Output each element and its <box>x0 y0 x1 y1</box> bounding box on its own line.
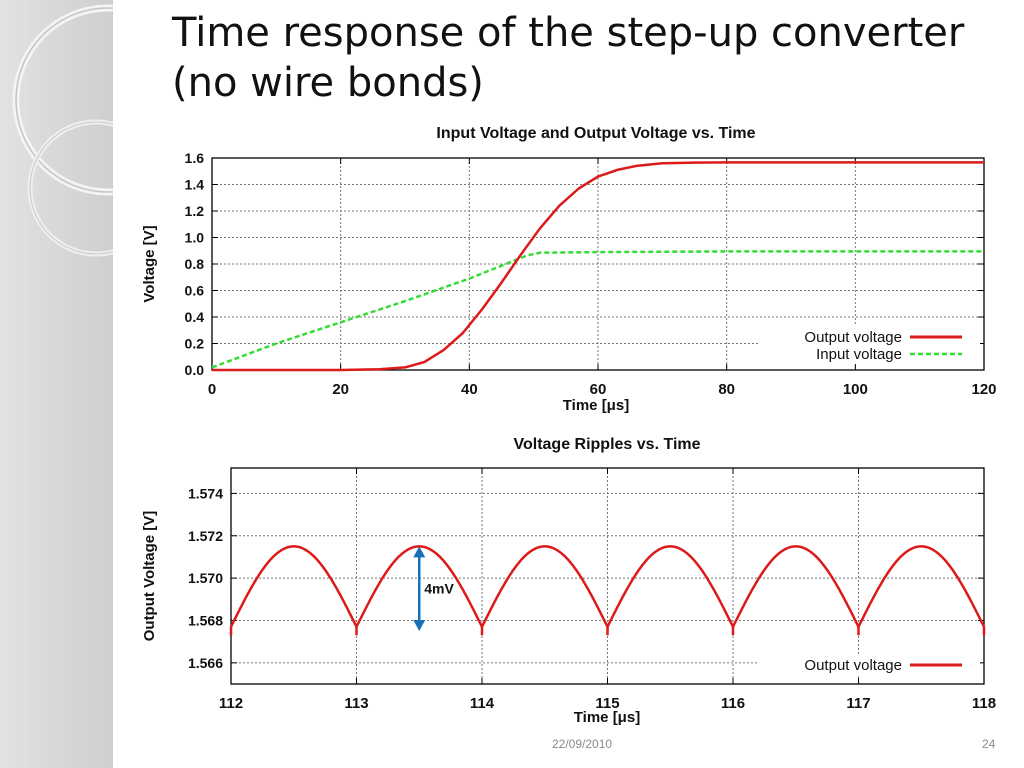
chart2-y-tick-labels: 1.566 1.568 1.570 1.572 1.574 <box>188 485 223 670</box>
c2-x-tick-label: 118 <box>972 695 996 712</box>
c1-y-tick-label: 1.0 <box>185 230 205 246</box>
legend-output-voltage-label: Output voltage <box>804 329 902 346</box>
chart1-x-axis-label: Time [μs] <box>563 397 629 414</box>
c1-x-tick-label: 40 <box>461 381 478 398</box>
chart1-legend-box <box>758 326 980 364</box>
c1-x-tick-label: 80 <box>718 381 735 398</box>
c2-y-tick-label: 1.570 <box>188 570 223 586</box>
c2-y-tick-label: 1.566 <box>188 655 223 671</box>
chart-input-output-voltage: Input Voltage and Output Voltage vs. Tim… <box>141 125 997 414</box>
c1-x-tick-label: 0 <box>208 381 216 398</box>
c1-x-tick-label: 60 <box>590 381 607 398</box>
c2-y-tick-label: 1.574 <box>188 485 223 501</box>
footer-date: 22/09/2010 <box>552 737 613 751</box>
chart1-y-axis-label: Voltage [V] <box>141 225 158 302</box>
decorative-circles <box>12 4 113 257</box>
c2-x-tick-label: 115 <box>595 695 619 712</box>
chart2-legend-box <box>758 654 980 676</box>
c1-y-tick-label: 1.2 <box>185 203 205 219</box>
c2-y-tick-label: 1.572 <box>188 528 223 544</box>
c2-x-tick-label: 112 <box>219 695 243 712</box>
c1-y-tick-label: 1.6 <box>185 150 205 166</box>
chart1-title: Input Voltage and Output Voltage vs. Tim… <box>436 125 755 142</box>
chart1-y-tick-labels: 0.0 0.2 0.4 0.6 0.8 1.0 1.2 1.4 1.6 <box>185 150 205 378</box>
c1-x-tick-label: 120 <box>971 381 996 398</box>
arrowhead-up-icon <box>413 546 426 558</box>
c2-x-tick-label: 113 <box>344 695 368 712</box>
c1-x-tick-label: 100 <box>843 381 868 398</box>
series-input-voltage-line <box>211 250 984 369</box>
c1-y-tick-label: 1.4 <box>185 177 205 193</box>
chart2-y-axis-label: Output Voltage [V] <box>141 511 158 642</box>
c1-x-tick-label: 20 <box>332 381 349 398</box>
c1-y-tick-label: 0.6 <box>185 283 205 299</box>
chart2-x-axis-label: Time [μs] <box>574 709 640 726</box>
chart2-series <box>229 545 986 636</box>
legend-input-voltage-label: Input voltage <box>816 346 902 363</box>
c2-x-tick-label: 117 <box>846 695 870 712</box>
chart2-legend: Output voltage <box>758 654 980 676</box>
c1-y-tick-label: 0.4 <box>185 309 205 325</box>
chart1-x-tick-labels: 0 20 40 60 80 100 120 <box>208 381 997 398</box>
page-number: 24 <box>982 737 996 751</box>
series-ripple-output-voltage-line <box>229 545 986 629</box>
c1-y-tick-label: 0.0 <box>185 362 205 378</box>
c2-y-tick-label: 1.568 <box>188 612 223 628</box>
c1-y-tick-label: 0.2 <box>185 336 205 352</box>
legend2-output-voltage-label: Output voltage <box>804 657 902 674</box>
chart1-legend: Output voltage Input voltage <box>758 326 980 364</box>
chart2-ripple-annotation: 4mV <box>413 546 454 632</box>
c1-y-tick-label: 0.8 <box>185 256 205 272</box>
chart2-grid <box>230 468 985 684</box>
c2-x-tick-label: 116 <box>721 695 745 712</box>
slide-title: Time response of the step-up converter (… <box>172 10 965 106</box>
series-output-voltage-line <box>212 161 984 372</box>
chart2-title: Voltage Ripples vs. Time <box>513 436 700 453</box>
c2-x-tick-label: 114 <box>470 695 495 712</box>
arrowhead-down-icon <box>413 620 426 632</box>
sidebar-decoration <box>0 0 113 768</box>
chart2-x-tick-labels: 112 113 114 115 116 117 118 <box>219 695 996 712</box>
ripple-amplitude-label: 4mV <box>424 581 454 597</box>
chart1-series <box>211 161 984 372</box>
chart-voltage-ripples: Voltage Ripples vs. Time 112 113 114 115 116… <box>141 436 996 726</box>
